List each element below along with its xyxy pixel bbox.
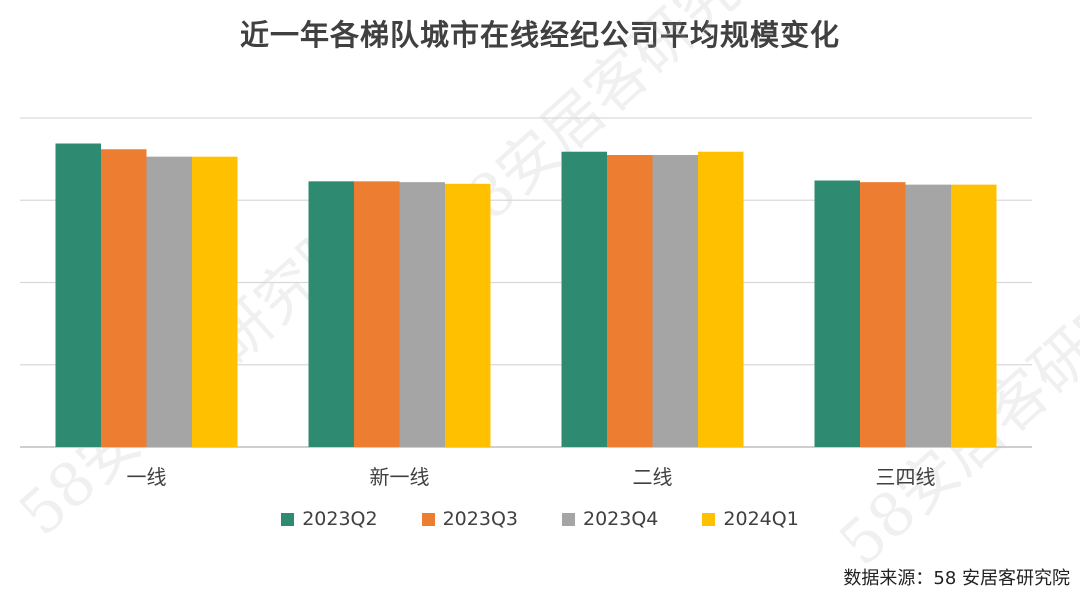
bar-2024Q1-2	[698, 151, 744, 447]
legend-item: 2024Q1	[702, 508, 799, 530]
bar-2023Q2-2	[561, 151, 607, 447]
bar-2023Q3-1	[354, 181, 400, 447]
chart-title: 近一年各梯队城市在线经纪公司平均规模变化	[239, 18, 840, 52]
legend-item: 2023Q2	[281, 508, 378, 530]
bar-2023Q3-2	[607, 155, 653, 447]
bars	[55, 143, 997, 448]
legend-swatch	[421, 512, 435, 526]
legend-item: 2023Q4	[562, 508, 658, 530]
legend-label: 2023Q4	[583, 508, 659, 530]
bar-2024Q1-3	[951, 184, 997, 447]
legend-label: 2024Q1	[723, 508, 799, 530]
x-tick-label: 三四线	[876, 465, 936, 489]
legend-swatch	[562, 512, 575, 526]
x-tick-label: 二线	[633, 465, 673, 489]
legend-label: 2023Q2	[302, 508, 378, 530]
bar-2023Q4-2	[652, 155, 698, 447]
legend-swatch	[702, 512, 716, 526]
bar-2023Q4-3	[905, 184, 951, 447]
bar-2023Q4-0	[146, 156, 192, 447]
bar-2024Q1-1	[445, 183, 491, 448]
bar-2023Q2-3	[814, 180, 860, 447]
bar-chart: 一线 新一线 二线 三四线	[20, 117, 1032, 489]
bar-2023Q2-0	[55, 143, 101, 447]
bar-2023Q3-0	[101, 149, 147, 447]
bar-2024Q1-0	[192, 156, 238, 447]
legend: 2023Q2 2023Q3 2023Q4 2024Q1	[0, 508, 1080, 530]
bar-2023Q4-1	[399, 182, 445, 447]
legend-swatch	[281, 512, 295, 526]
x-tick-label: 一线	[127, 465, 167, 489]
x-tick-label: 新一线	[370, 465, 430, 489]
bar-2023Q3-3	[860, 182, 906, 447]
bar-2023Q2-1	[308, 181, 354, 447]
x-axis-labels: 一线 新一线 二线 三四线	[127, 465, 936, 489]
legend-label: 2023Q3	[442, 508, 518, 530]
source-note: 数据来源：58 安居客研究院	[843, 568, 1070, 589]
legend-item: 2023Q3	[421, 508, 518, 530]
